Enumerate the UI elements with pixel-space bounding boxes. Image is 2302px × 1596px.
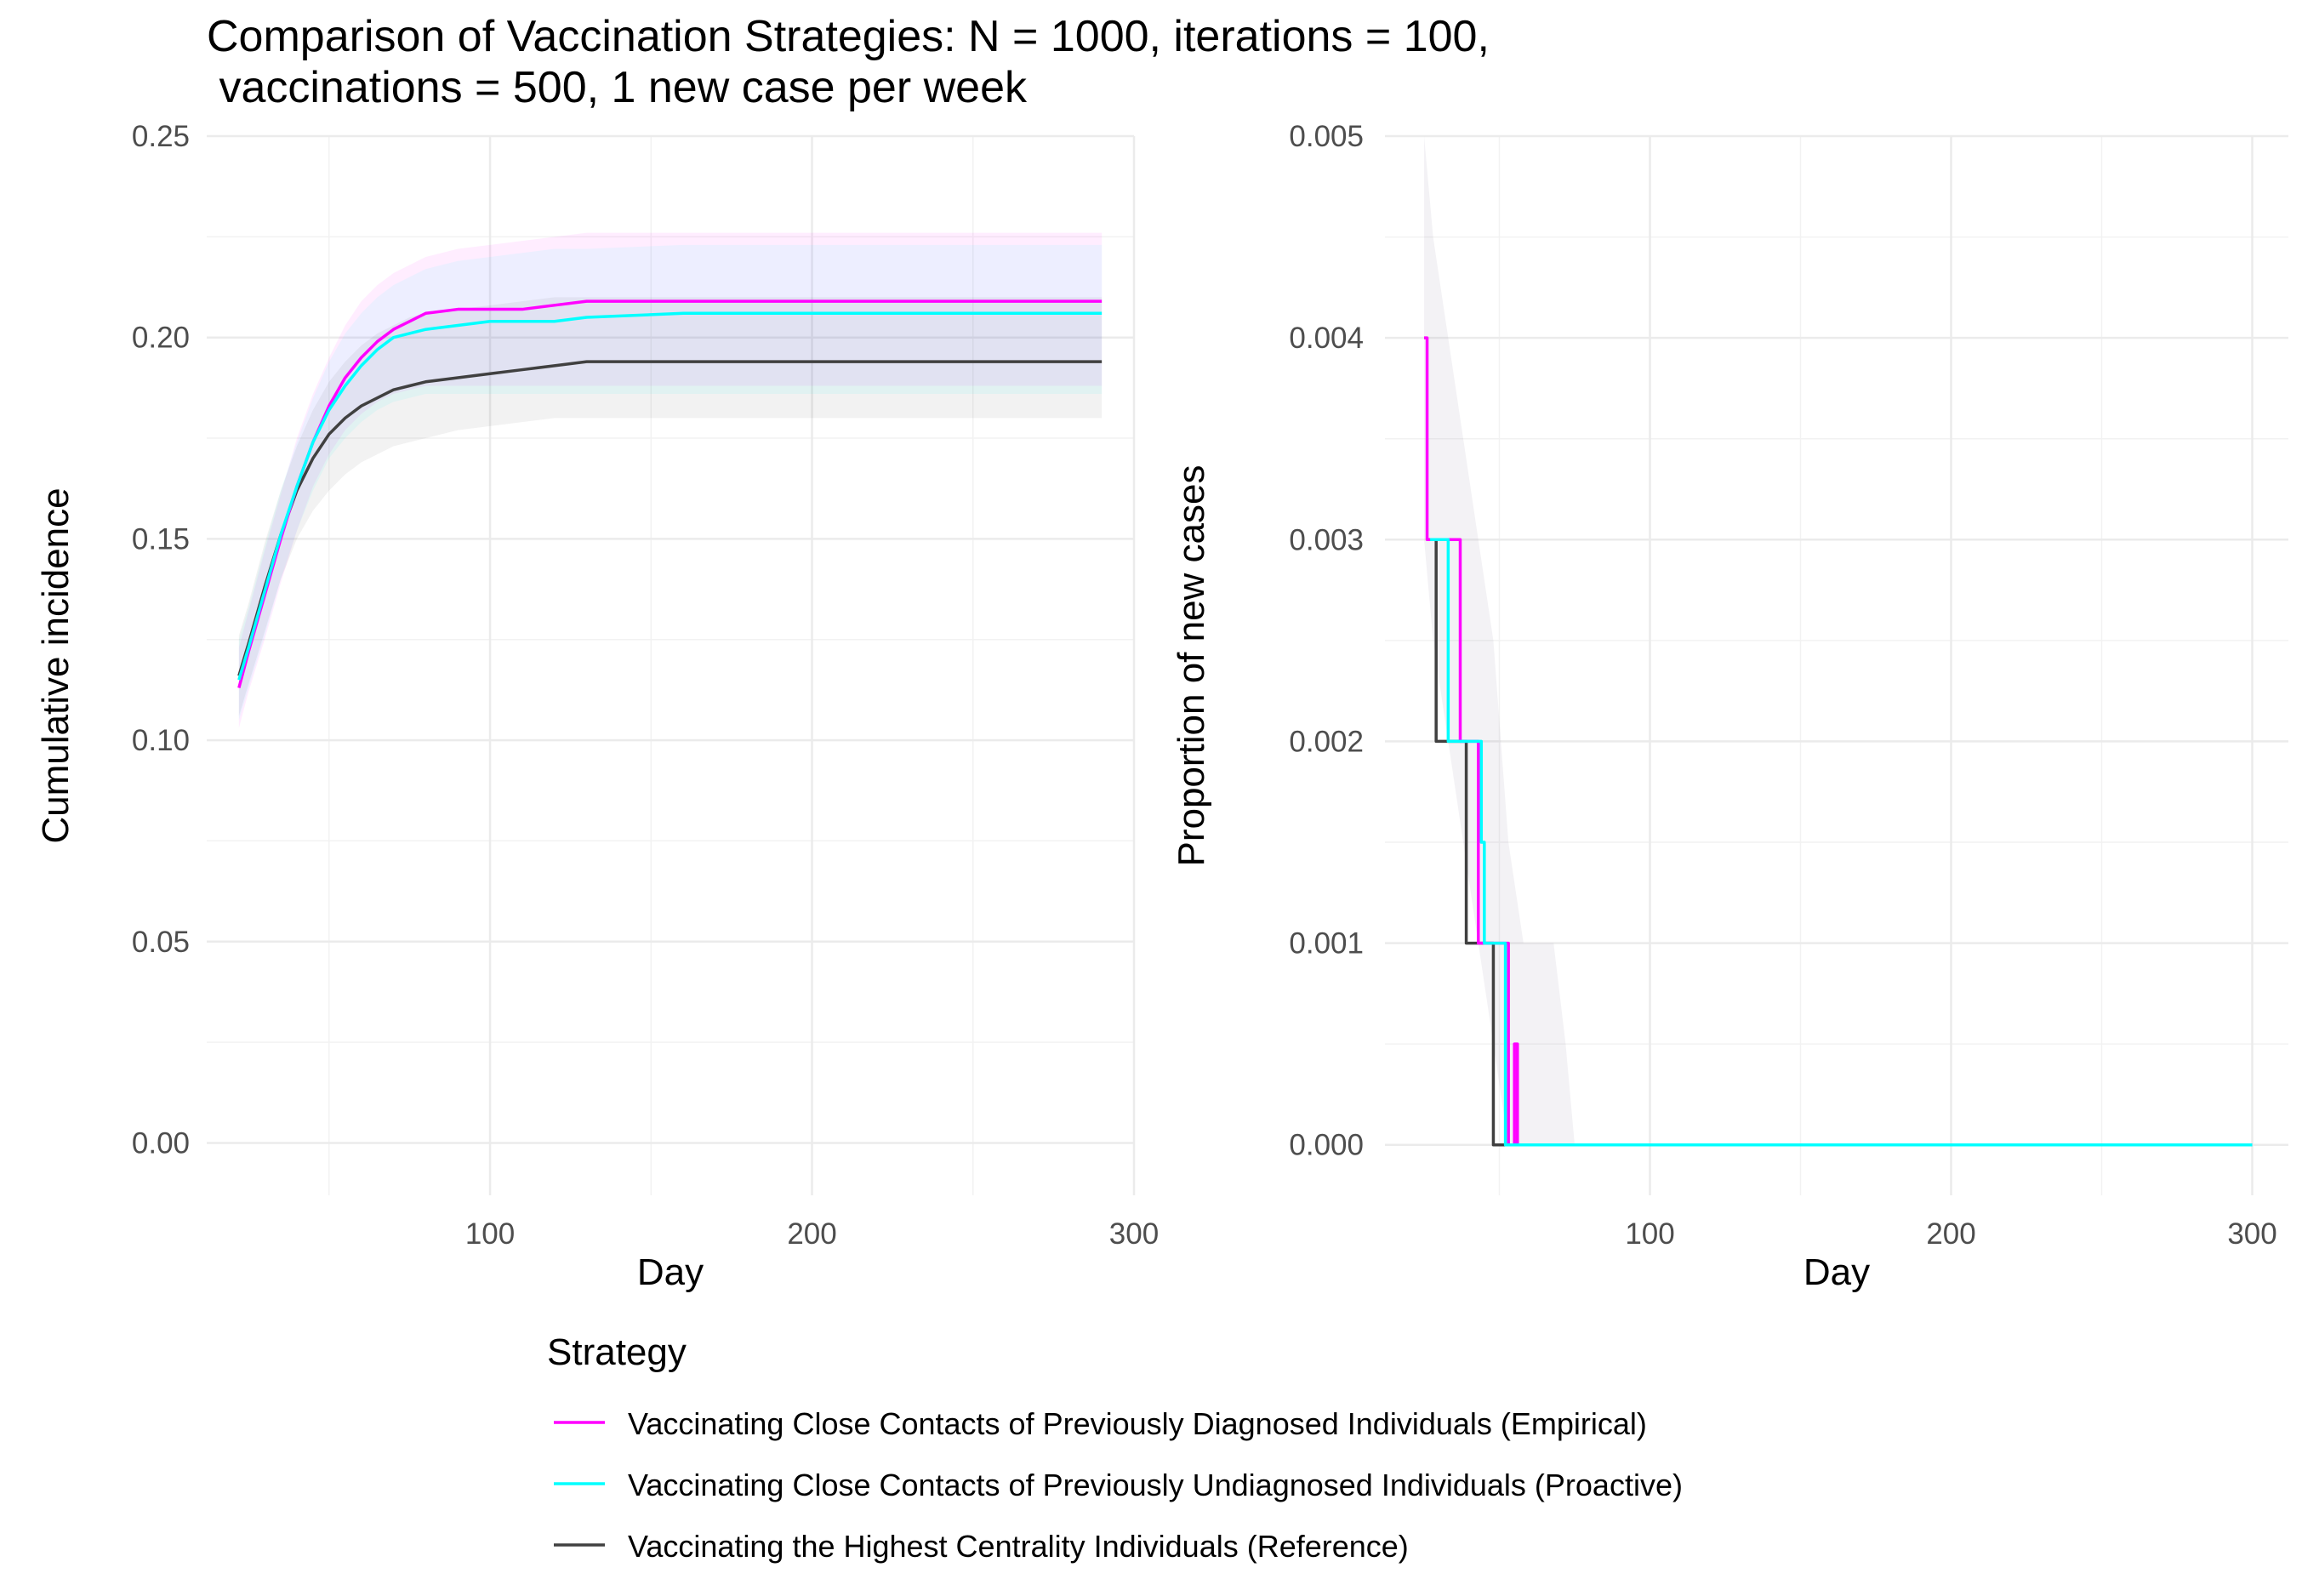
chart-title-line-2: vaccinations = 500, 1 new case per week	[207, 63, 1028, 112]
legend-item-reference: Vaccinating the Highest Centrality Indiv…	[554, 1529, 1409, 1564]
y-tick-label-3: 0.003	[1289, 523, 1364, 556]
series-line-2	[1433, 538, 2253, 1147]
y-axis-label: Cumulative incidence	[35, 487, 77, 843]
series-line-1	[1430, 538, 2253, 1147]
y-axis-label: Proportion of new cases	[1171, 465, 1212, 866]
legend-label-empirical: Vaccinating Close Contacts of Previously…	[628, 1406, 1647, 1441]
y-tick-label-5: 0.25	[132, 120, 190, 153]
y-tick-label-1: 0.05	[132, 926, 190, 959]
y-tick-label-0: 0.00	[132, 1126, 190, 1160]
ribbon-2	[238, 297, 1103, 716]
x-axis-label: Day	[1803, 1251, 1870, 1293]
legend: Strategy Vaccinating Close Contacts of P…	[547, 1331, 1683, 1564]
legend-title: Strategy	[547, 1331, 687, 1373]
y-tick-label-2: 0.10	[132, 724, 190, 757]
x-axis-label: Day	[637, 1251, 704, 1293]
ribbon-0	[238, 232, 1103, 728]
panel-cumulative-incidence: 100 200 300 0.00 0.05 0.10 0.15 0.20 0.25 Day Cumu…	[35, 120, 1159, 1293]
y-tick-label-3: 0.15	[132, 522, 190, 556]
x-tick-label-100: 100	[465, 1217, 515, 1251]
x-tick-label-200: 200	[1926, 1217, 1975, 1251]
x-tick-label-200: 200	[787, 1217, 836, 1251]
x-tick-label-100: 100	[1625, 1217, 1674, 1251]
chart-title-line-1: Comparison of Vaccination Strategies: N …	[207, 12, 1490, 61]
legend-label-reference: Vaccinating the Highest Centrality Indiv…	[628, 1529, 1409, 1564]
y-tick-label-4: 0.20	[132, 322, 190, 355]
x-tick-label-300: 300	[2227, 1217, 2276, 1251]
y-tick-label-1: 0.001	[1289, 927, 1364, 960]
y-tick-label-4: 0.004	[1289, 322, 1364, 355]
ribbon-1	[238, 244, 1103, 721]
y-tick-label-0: 0.000	[1289, 1129, 1364, 1162]
legend-item-empirical: Vaccinating Close Contacts of Previously…	[554, 1406, 1647, 1441]
panel-new-cases: 100 200 300 0.000 0.001 0.002 0.003 0.004 0.005 D…	[1171, 120, 2288, 1293]
y-tick-label-2: 0.002	[1289, 725, 1364, 758]
legend-item-proactive: Vaccinating Close Contacts of Previously…	[554, 1468, 1683, 1502]
series-line-1	[237, 311, 1103, 681]
legend-label-proactive: Vaccinating Close Contacts of Previously…	[628, 1468, 1683, 1502]
x-tick-label-300: 300	[1109, 1217, 1159, 1251]
y-tick-label-5: 0.005	[1289, 120, 1364, 153]
